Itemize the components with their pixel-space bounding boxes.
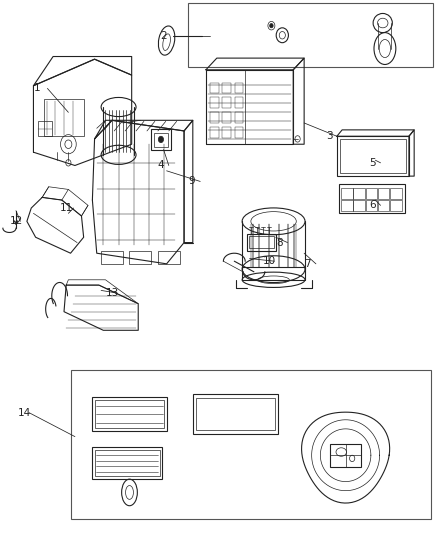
Bar — [44, 99, 84, 136]
Bar — [151, 130, 171, 150]
Bar — [223, 112, 231, 123]
Bar — [210, 127, 219, 138]
Bar — [92, 397, 166, 431]
Bar — [242, 266, 305, 280]
Bar — [235, 98, 244, 108]
Bar — [92, 447, 162, 479]
Bar — [206, 70, 293, 144]
Text: 8: 8 — [276, 238, 283, 247]
Text: 5: 5 — [370, 158, 376, 168]
Bar — [353, 200, 365, 211]
Bar — [235, 127, 244, 138]
Bar — [206, 70, 245, 144]
Bar — [210, 98, 219, 108]
Bar — [366, 200, 377, 211]
Bar — [366, 188, 377, 199]
Bar — [390, 188, 402, 199]
Text: 3: 3 — [326, 131, 332, 141]
Bar — [196, 398, 275, 430]
Text: 10: 10 — [263, 256, 276, 266]
Text: 14: 14 — [18, 408, 32, 418]
Bar — [130, 251, 151, 264]
Bar — [223, 98, 231, 108]
Bar — [235, 112, 244, 123]
Bar — [339, 140, 406, 173]
Bar — [353, 188, 365, 199]
Bar — [341, 200, 353, 211]
Bar — [249, 236, 274, 248]
Text: 13: 13 — [106, 288, 119, 298]
Bar — [341, 188, 353, 199]
Bar — [153, 133, 168, 148]
Text: 1: 1 — [33, 83, 40, 93]
Bar — [378, 200, 389, 211]
Text: 11: 11 — [60, 203, 73, 213]
Bar — [71, 370, 431, 519]
Text: 2: 2 — [160, 31, 167, 42]
Bar — [95, 400, 164, 428]
Bar — [188, 3, 433, 67]
Circle shape — [158, 136, 163, 143]
Text: 6: 6 — [370, 200, 376, 211]
Bar — [390, 200, 402, 211]
Bar — [339, 184, 405, 213]
Text: 4: 4 — [158, 160, 165, 171]
Bar — [210, 112, 219, 123]
Bar — [158, 251, 180, 264]
Bar — [247, 233, 276, 251]
Bar — [95, 450, 159, 476]
Bar — [330, 443, 361, 467]
Bar — [210, 83, 219, 93]
Bar — [337, 136, 409, 176]
Bar — [101, 251, 123, 264]
Bar — [223, 83, 231, 93]
Bar — [378, 188, 389, 199]
Circle shape — [270, 23, 273, 28]
Bar — [235, 83, 244, 93]
Bar — [223, 127, 231, 138]
Bar — [193, 394, 278, 434]
Bar — [38, 122, 52, 136]
Text: 9: 9 — [188, 176, 195, 187]
Text: 12: 12 — [10, 216, 23, 227]
Text: 7: 7 — [304, 259, 311, 269]
